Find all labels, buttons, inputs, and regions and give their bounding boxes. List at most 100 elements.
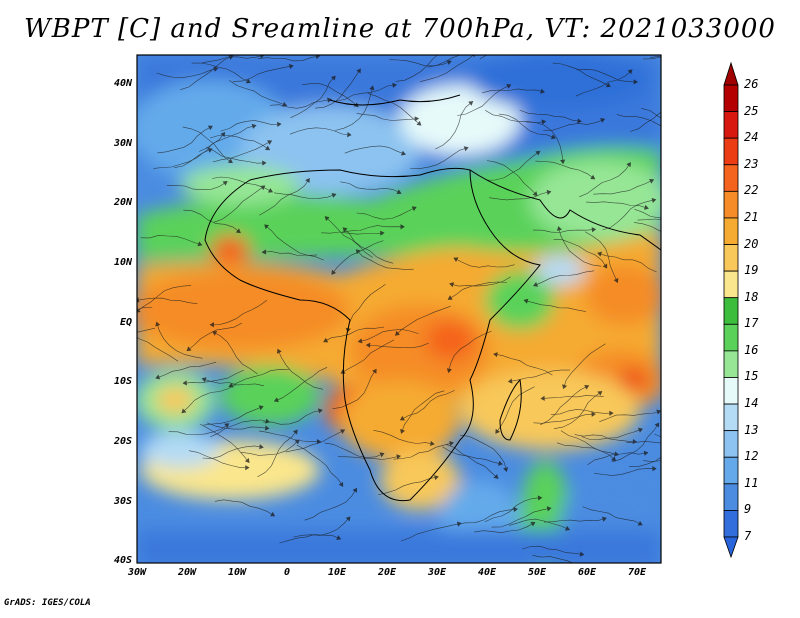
lon-label: 70E (627, 567, 647, 578)
streamline-arrow (181, 408, 187, 414)
streamline (331, 240, 384, 275)
streamline-arrow (609, 410, 614, 416)
streamline (447, 281, 508, 300)
streamline (460, 434, 507, 472)
streamline-arrow (556, 226, 562, 231)
streamline (180, 55, 234, 90)
streamline-arrow (155, 374, 161, 380)
streamline (212, 176, 273, 193)
streamline (563, 343, 606, 389)
streamline (522, 545, 584, 555)
lon-label: 30E (427, 567, 447, 578)
colorbar-label: 25 (744, 103, 759, 118)
streamline (279, 534, 341, 544)
streamline (535, 160, 595, 180)
streamline (395, 55, 439, 82)
streamline-arrow (498, 460, 503, 466)
colorbar-swatch (723, 350, 739, 378)
streamline-arrow (399, 415, 405, 421)
streamline-arrow (577, 118, 582, 124)
streamline (335, 85, 374, 131)
streamline (274, 192, 337, 199)
lon-label: 0 (283, 567, 291, 578)
streamline (552, 62, 611, 87)
streamline-arrow (457, 521, 462, 527)
streamline (453, 257, 515, 268)
streamline-arrow (245, 465, 250, 471)
streamline-arrow (597, 391, 603, 396)
streamline (220, 120, 282, 132)
streamline (188, 450, 249, 468)
streamline-arrow (207, 125, 213, 131)
streamline-arrow (442, 46, 446, 50)
streamline-arrow (669, 134, 673, 138)
streamline (509, 518, 570, 531)
streamline (240, 439, 300, 456)
streamline-arrow (258, 405, 264, 411)
streamline-arrow (347, 132, 352, 138)
streamline (574, 434, 637, 443)
colorbar-swatch (723, 323, 739, 352)
streamline (336, 84, 397, 102)
streamline-arrow (713, 437, 717, 441)
streamline-arrow (400, 150, 406, 156)
streamline (289, 127, 352, 136)
streamline-arrow (718, 156, 722, 160)
streamline (290, 75, 336, 119)
streamline-arrow (654, 422, 660, 428)
streamline (599, 410, 661, 422)
streamline (210, 300, 268, 326)
streamline-arrow (591, 411, 596, 417)
streamline (484, 497, 542, 523)
colorbar-label: 22 (744, 183, 759, 198)
streamline-arrow (495, 428, 501, 434)
streamline (575, 69, 633, 97)
streamline-arrow (707, 67, 711, 71)
streamline-arrow (446, 60, 452, 65)
streamline-arrow (532, 191, 538, 197)
streamline-arrow (380, 230, 385, 236)
streamline-arrow (271, 22, 275, 26)
streamline-arrow (340, 429, 346, 434)
streamline (410, 147, 469, 170)
streamline-arrow (637, 521, 643, 526)
streamline (293, 516, 351, 538)
streamline-arrow (316, 438, 322, 445)
streamline (186, 322, 243, 352)
colorbar-label: 16 (744, 342, 759, 357)
streamline (258, 430, 321, 442)
streamline (270, 99, 332, 109)
streamline-arrow (372, 368, 377, 374)
colorbar-label: 26 (744, 77, 759, 91)
streamline (576, 69, 638, 83)
lat-label: EQ (119, 317, 132, 328)
colorbar-swatch (723, 84, 739, 112)
streamline (183, 209, 241, 234)
streamline (642, 56, 661, 60)
streamline (484, 109, 546, 124)
streamline-arrow (649, 178, 655, 184)
streamline-arrow (493, 352, 498, 358)
streamline (262, 251, 324, 261)
colorbar-label: 18 (744, 289, 759, 304)
streamline (342, 225, 405, 233)
streamline (206, 146, 267, 164)
streamline-arrow (463, 146, 469, 152)
colorbar-swatch (723, 164, 739, 192)
lon-label: 10E (327, 567, 347, 578)
streamline-arrow (228, 55, 234, 60)
streamline (212, 140, 272, 163)
streamline-arrow (260, 55, 265, 59)
streamline-arrow (686, 441, 690, 445)
streamline-arrow (265, 145, 271, 151)
streamline (660, 166, 661, 168)
lat-label: 40N (113, 78, 132, 89)
colorbar-swatch (723, 297, 739, 325)
streamline-arrow (262, 160, 267, 166)
streamline-arrow (352, 487, 358, 493)
streamline (191, 62, 251, 83)
streamline (448, 330, 492, 373)
streamline (519, 109, 582, 122)
streamline (586, 201, 649, 209)
